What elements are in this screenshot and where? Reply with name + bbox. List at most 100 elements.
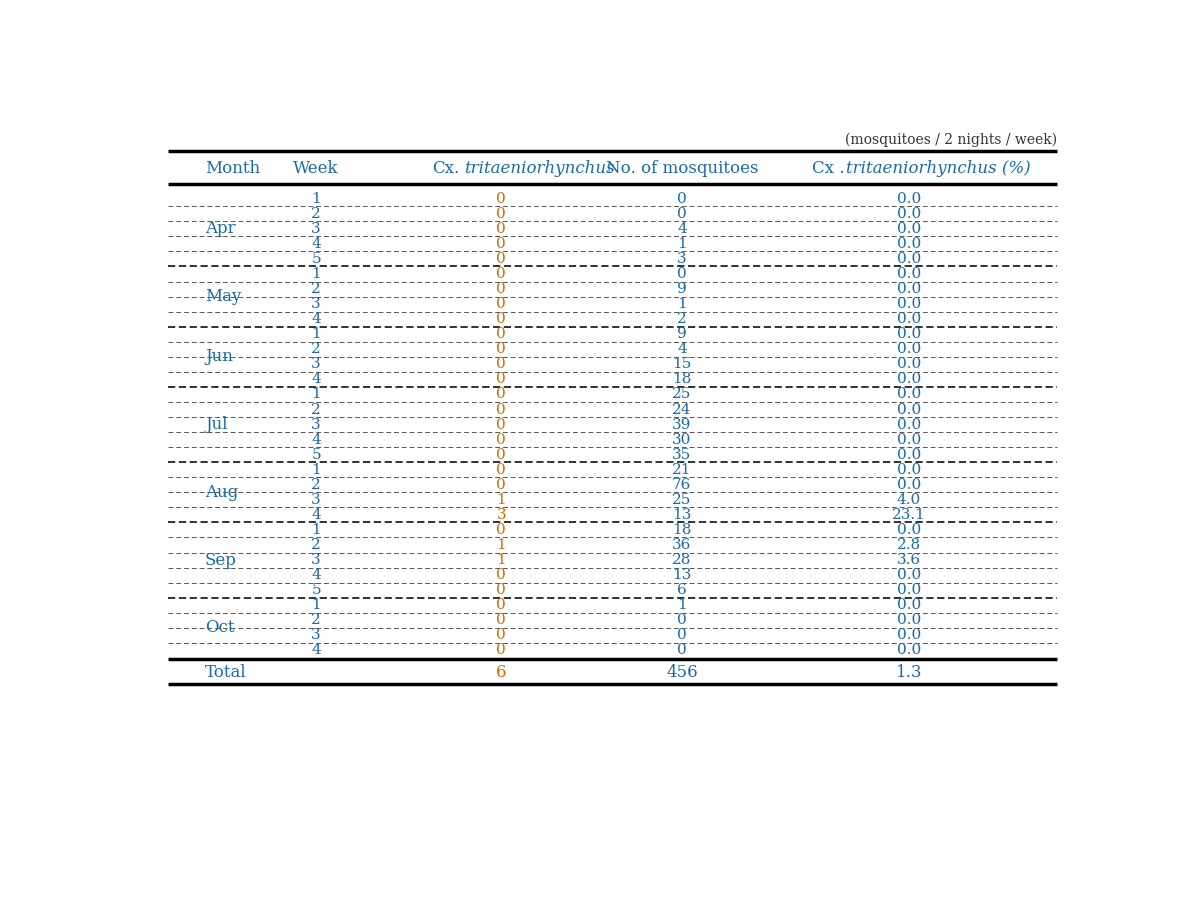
Text: 1: 1 [496,493,507,507]
Text: 2.8: 2.8 [896,538,921,552]
Text: 0: 0 [496,418,507,431]
Text: Cx.: Cx. [431,160,459,176]
Text: No. of mosquitoes: No. of mosquitoes [606,160,758,176]
Text: 1: 1 [311,327,321,341]
Text: 0: 0 [496,613,507,627]
Text: 1: 1 [678,599,687,612]
Text: 0.0: 0.0 [896,237,921,251]
Text: 0.0: 0.0 [896,267,921,281]
Text: 9: 9 [678,282,687,297]
Text: Oct: Oct [206,620,234,636]
Text: May: May [206,288,241,305]
Text: Month: Month [206,160,261,176]
Text: 0: 0 [496,568,507,582]
Text: 0.0: 0.0 [896,477,921,492]
Text: 0.0: 0.0 [896,463,921,476]
Text: 1: 1 [311,599,321,612]
Text: 1: 1 [496,553,507,567]
Text: 1.3: 1.3 [895,664,923,681]
Text: 25: 25 [673,387,692,401]
Text: 30: 30 [673,432,692,447]
Text: 0: 0 [496,387,507,401]
Text: 2: 2 [311,342,321,356]
Text: 0.0: 0.0 [896,613,921,627]
Text: 0: 0 [496,222,507,236]
Text: 0: 0 [496,297,507,311]
Text: 2: 2 [311,282,321,297]
Text: 18: 18 [673,373,692,386]
Text: 4.0: 4.0 [896,493,921,507]
Text: 3: 3 [311,222,321,236]
Text: 0.0: 0.0 [896,418,921,431]
Text: 0: 0 [496,327,507,341]
Text: 36: 36 [673,538,692,552]
Text: 0.0: 0.0 [896,207,921,221]
Text: 0.0: 0.0 [896,402,921,417]
Text: 3: 3 [311,297,321,311]
Text: 15: 15 [673,357,692,372]
Text: 0: 0 [496,432,507,447]
Text: 3.6: 3.6 [896,553,921,567]
Text: Jun: Jun [206,348,233,365]
Text: 0.0: 0.0 [896,297,921,311]
Text: 13: 13 [673,508,692,522]
Text: 4: 4 [311,237,321,251]
Text: 3: 3 [311,553,321,567]
Text: 0: 0 [678,207,687,221]
Text: tritaeniorhynchus: tritaeniorhynchus [464,160,615,176]
Text: 6: 6 [678,583,687,598]
Text: 0.0: 0.0 [896,312,921,326]
Text: 76: 76 [673,477,692,492]
Text: 3: 3 [311,628,321,643]
Text: 4: 4 [311,312,321,326]
Text: 0: 0 [496,448,507,462]
Text: 0: 0 [678,192,687,206]
Text: Sep: Sep [206,552,237,568]
Text: 6: 6 [496,664,507,681]
Text: 0: 0 [496,192,507,206]
Text: 2: 2 [311,402,321,417]
Text: 0: 0 [496,237,507,251]
Text: 0: 0 [496,628,507,643]
Text: 2: 2 [311,477,321,492]
Text: 0.0: 0.0 [896,222,921,236]
Text: 4: 4 [311,644,321,657]
Text: 0: 0 [496,252,507,266]
Text: 13: 13 [673,568,692,582]
Text: Total: Total [206,664,246,681]
Text: 0.0: 0.0 [896,448,921,462]
Text: 0.0: 0.0 [896,583,921,598]
Text: 2: 2 [311,613,321,627]
Text: 4: 4 [678,342,687,356]
Text: 0: 0 [678,644,687,657]
Text: 2: 2 [678,312,687,326]
Text: 28: 28 [673,553,692,567]
Text: 4: 4 [678,222,687,236]
Text: 1: 1 [678,237,687,251]
Text: 0.0: 0.0 [896,628,921,643]
Text: 0.0: 0.0 [896,432,921,447]
Text: 1: 1 [311,267,321,281]
Text: 23.1: 23.1 [891,508,926,522]
Text: 3: 3 [311,357,321,372]
Text: 0.0: 0.0 [896,523,921,537]
Text: Week: Week [293,160,339,176]
Text: 25: 25 [673,493,692,507]
Text: 0: 0 [496,644,507,657]
Text: 0.0: 0.0 [896,387,921,401]
Text: 0: 0 [496,583,507,598]
Text: 1: 1 [311,523,321,537]
Text: 0.0: 0.0 [896,373,921,386]
Text: 0.0: 0.0 [896,599,921,612]
Text: (mosquitoes / 2 nights / week): (mosquitoes / 2 nights / week) [845,133,1056,147]
Text: 2: 2 [311,207,321,221]
Text: 1: 1 [311,192,321,206]
Text: 1: 1 [496,538,507,552]
Text: 1: 1 [311,387,321,401]
Text: 3: 3 [496,508,507,522]
Text: 0: 0 [678,613,687,627]
Text: Aug: Aug [206,484,238,501]
Text: 0: 0 [496,477,507,492]
Text: 21: 21 [672,463,692,476]
Text: 0: 0 [678,628,687,643]
